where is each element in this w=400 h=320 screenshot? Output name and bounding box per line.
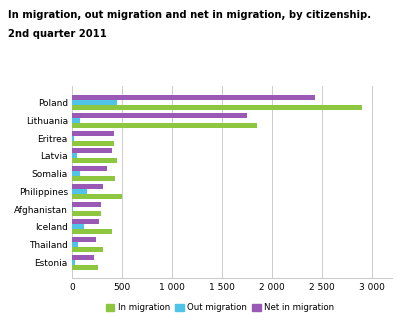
Bar	[72, 247, 103, 252]
Bar	[72, 206, 73, 212]
Bar	[72, 265, 98, 270]
Bar	[72, 171, 80, 176]
Bar	[72, 237, 96, 242]
Text: In migration, out migration and net in migration, by citizenship.: In migration, out migration and net in m…	[8, 10, 371, 20]
Bar	[72, 184, 103, 189]
Bar	[72, 194, 122, 199]
Bar	[72, 255, 94, 260]
Legend: In migration, Out migration, Net in migration: In migration, Out migration, Net in migr…	[102, 300, 338, 316]
Bar	[72, 202, 100, 206]
Bar	[72, 136, 74, 140]
Bar	[72, 176, 115, 181]
Bar	[72, 113, 247, 118]
Bar	[72, 219, 98, 224]
Bar	[72, 189, 86, 194]
Bar	[72, 229, 112, 234]
Bar	[72, 212, 101, 216]
Bar	[72, 100, 117, 105]
Bar	[72, 105, 362, 110]
Bar	[72, 158, 117, 163]
Bar	[72, 166, 107, 171]
Bar	[72, 148, 112, 153]
Bar	[72, 118, 80, 123]
Bar	[72, 95, 315, 100]
Text: 2nd quarter 2011: 2nd quarter 2011	[8, 29, 107, 39]
Bar	[72, 153, 77, 158]
Bar	[72, 260, 75, 265]
Bar	[72, 140, 114, 146]
Bar	[72, 131, 114, 136]
Bar	[72, 242, 78, 247]
Bar	[72, 224, 84, 229]
Bar	[72, 123, 257, 128]
